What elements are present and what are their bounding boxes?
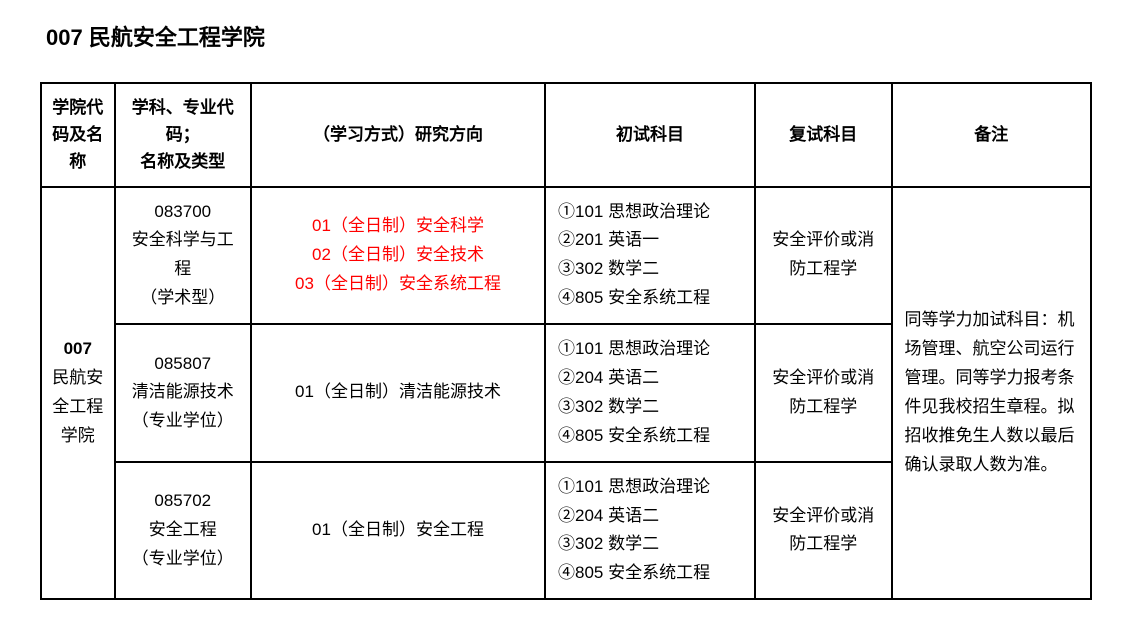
direction-cell: 01（全日制）安全科学 02（全日制）安全技术 03（全日制）安全系统工程	[251, 187, 545, 325]
major-type: （专业学位）	[124, 545, 243, 574]
direction-cell: 01（全日制）清洁能源技术	[251, 324, 545, 462]
major-cell: 083700 安全科学与工程 （学术型）	[115, 187, 252, 325]
col-header-major: 学科、专业代码； 名称及类型	[115, 83, 252, 187]
direction-line: 03（全日制）安全系统工程	[260, 270, 536, 299]
direction-line: 02（全日制）安全技术	[260, 241, 536, 270]
major-cell: 085702 安全工程 （专业学位）	[115, 462, 252, 600]
direction-cell: 01（全日制）安全工程	[251, 462, 545, 600]
major-code: 085702	[124, 487, 243, 516]
table-header-row: 学院代码及名称 学科、专业代码； 名称及类型 （学习方式）研究方向 初试科目 复…	[41, 83, 1091, 187]
col-header-college: 学院代码及名称	[41, 83, 115, 187]
exam-line: ④805 安全系统工程	[558, 284, 746, 313]
exam-line: ②201 英语一	[558, 226, 746, 255]
exam-line: ④805 安全系统工程	[558, 559, 746, 588]
major-type: （学术型）	[124, 284, 243, 313]
major-type: （专业学位）	[124, 407, 243, 436]
direction-line: 01（全日制）安全科学	[260, 212, 536, 241]
exam-line: ④805 安全系统工程	[558, 422, 746, 451]
reexam-cell: 安全评价或消防工程学	[755, 187, 892, 325]
exam-line: ③302 数学二	[558, 255, 746, 284]
program-table: 学院代码及名称 学科、专业代码； 名称及类型 （学习方式）研究方向 初试科目 复…	[40, 82, 1092, 600]
major-name: 清洁能源技术	[124, 378, 243, 407]
college-code: 007	[50, 335, 106, 364]
exam-line: ③302 数学二	[558, 393, 746, 422]
major-name: 安全科学与工程	[124, 226, 243, 284]
major-code: 083700	[124, 198, 243, 227]
page-title: 007 民航安全工程学院	[40, 20, 1092, 52]
direction-line: 01（全日制）清洁能源技术	[260, 378, 536, 407]
col-header-direction: （学习方式）研究方向	[251, 83, 545, 187]
prelim-cell: ①101 思想政治理论 ②201 英语一 ③302 数学二 ④805 安全系统工…	[545, 187, 755, 325]
college-name: 民航安全工程学院	[50, 364, 106, 451]
col-header-reexam: 复试科目	[755, 83, 892, 187]
direction-line: 01（全日制）安全工程	[260, 516, 536, 545]
exam-line: ①101 思想政治理论	[558, 473, 746, 502]
remark-cell: 同等学力加试科目：机场管理、航空公司运行管理。同等学力报考条件见我校招生章程。拟…	[892, 187, 1092, 600]
exam-line: ①101 思想政治理论	[558, 198, 746, 227]
prelim-cell: ①101 思想政治理论 ②204 英语二 ③302 数学二 ④805 安全系统工…	[545, 462, 755, 600]
prelim-cell: ①101 思想政治理论 ②204 英语二 ③302 数学二 ④805 安全系统工…	[545, 324, 755, 462]
exam-line: ①101 思想政治理论	[558, 335, 746, 364]
reexam-cell: 安全评价或消防工程学	[755, 324, 892, 462]
exam-line: ②204 英语二	[558, 502, 746, 531]
col-header-prelim: 初试科目	[545, 83, 755, 187]
major-cell: 085807 清洁能源技术 （专业学位）	[115, 324, 252, 462]
reexam-cell: 安全评价或消防工程学	[755, 462, 892, 600]
table-row: 007 民航安全工程学院 083700 安全科学与工程 （学术型） 01（全日制…	[41, 187, 1091, 325]
exam-line: ②204 英语二	[558, 364, 746, 393]
college-cell: 007 民航安全工程学院	[41, 187, 115, 600]
major-code: 085807	[124, 350, 243, 379]
major-name: 安全工程	[124, 516, 243, 545]
exam-line: ③302 数学二	[558, 530, 746, 559]
col-header-remark: 备注	[892, 83, 1092, 187]
